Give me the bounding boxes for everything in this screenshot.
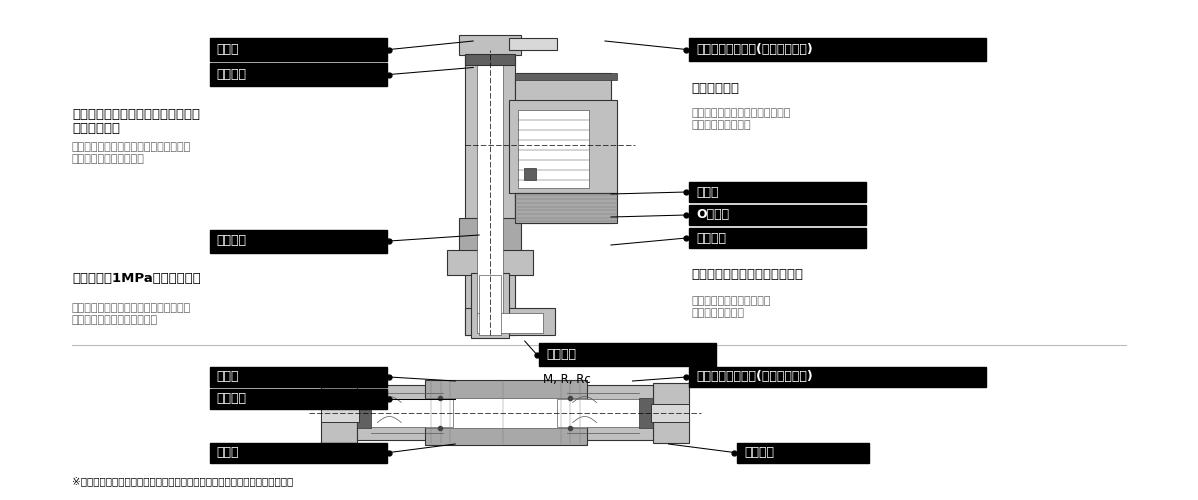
Text: ガイド: ガイド (217, 370, 240, 384)
FancyBboxPatch shape (515, 72, 617, 80)
Text: 軽い取外し力: 軽い取外し力 (691, 82, 739, 95)
Text: リリースプッシュ(ライトグレー): リリースプッシュ(ライトグレー) (696, 370, 812, 384)
Polygon shape (465, 50, 515, 335)
FancyBboxPatch shape (465, 308, 555, 335)
Text: スタッド: スタッド (696, 232, 726, 244)
FancyBboxPatch shape (210, 389, 387, 409)
FancyBboxPatch shape (515, 72, 611, 223)
Text: 接続ねじ: 接続ねじ (546, 348, 576, 361)
FancyBboxPatch shape (737, 442, 869, 462)
FancyBboxPatch shape (539, 343, 716, 366)
FancyBboxPatch shape (524, 168, 536, 180)
Text: ナイロンにもウレタンにも使用可能
大きな保持力: ナイロンにもウレタンにも使用可能 大きな保持力 (72, 108, 200, 136)
FancyBboxPatch shape (509, 38, 557, 50)
FancyBboxPatch shape (689, 205, 866, 225)
FancyBboxPatch shape (477, 312, 543, 332)
FancyBboxPatch shape (465, 54, 515, 65)
Text: M, R, Rc: M, R, Rc (543, 373, 591, 386)
FancyBboxPatch shape (210, 38, 387, 61)
FancyBboxPatch shape (509, 100, 617, 192)
FancyBboxPatch shape (471, 272, 509, 338)
Text: ボディ: ボディ (217, 446, 240, 459)
FancyBboxPatch shape (557, 385, 653, 440)
Text: ボディとねじ部が回転し、
位置決めが可能。: ボディとねじ部が回転し、 位置決めが可能。 (691, 296, 770, 318)
FancyBboxPatch shape (321, 382, 357, 442)
Text: Oリング: Oリング (696, 208, 730, 222)
FancyBboxPatch shape (653, 382, 689, 442)
FancyBboxPatch shape (689, 228, 866, 248)
FancyBboxPatch shape (210, 63, 387, 86)
FancyBboxPatch shape (459, 218, 521, 260)
FancyBboxPatch shape (689, 182, 866, 202)
FancyBboxPatch shape (479, 275, 501, 335)
FancyBboxPatch shape (357, 398, 371, 428)
FancyBboxPatch shape (425, 380, 587, 445)
Text: 特殊形状により、確実なシールおよび、
チューブ挿入時の抗抗が小。: 特殊形状により、確実なシールおよび、 チューブ挿入時の抗抗が小。 (72, 304, 192, 325)
Text: リリースプッシュ(ライトグレー): リリースプッシュ(ライトグレー) (696, 43, 812, 56)
Polygon shape (477, 50, 503, 315)
Text: ガイド: ガイド (217, 43, 240, 56)
Text: パッキン: パッキン (744, 446, 774, 459)
FancyBboxPatch shape (689, 367, 986, 387)
FancyBboxPatch shape (518, 110, 589, 188)
Text: チャック: チャック (217, 392, 247, 406)
Text: 低真空から1MPaまで使用可能: 低真空から1MPaまで使用可能 (72, 272, 200, 285)
FancyBboxPatch shape (639, 398, 653, 428)
FancyBboxPatch shape (210, 367, 387, 387)
FancyBboxPatch shape (447, 250, 533, 275)
Text: チャックにより確実な嚙い付きを行い、
チューブ保持力を増大。: チャックにより確実な嚙い付きを行い、 チューブ保持力を増大。 (72, 142, 192, 164)
FancyBboxPatch shape (515, 192, 617, 222)
FancyBboxPatch shape (321, 404, 359, 421)
Text: 狭いスペースでの配管に効果的: 狭いスペースでの配管に効果的 (691, 268, 803, 281)
FancyBboxPatch shape (557, 398, 651, 426)
FancyBboxPatch shape (689, 38, 986, 61)
Text: ボディ: ボディ (696, 186, 719, 198)
Text: チャック: チャック (217, 68, 247, 81)
Text: ※ねじ部がなくボディ材質が樹脂のみの製品は全て銅系不可仕様となります。: ※ねじ部がなくボディ材質が樹脂のみの製品は全て銅系不可仕様となります。 (72, 476, 294, 486)
FancyBboxPatch shape (357, 385, 453, 440)
FancyBboxPatch shape (425, 398, 587, 428)
Text: パッキン: パッキン (217, 234, 247, 248)
FancyBboxPatch shape (459, 35, 521, 55)
FancyBboxPatch shape (210, 442, 387, 462)
FancyBboxPatch shape (210, 230, 387, 252)
FancyBboxPatch shape (651, 404, 689, 421)
Text: チャックがチューブへ必要以上に
嚙い込むのを防止。: チャックがチューブへ必要以上に 嚙い込むのを防止。 (691, 108, 791, 130)
FancyBboxPatch shape (359, 398, 453, 426)
